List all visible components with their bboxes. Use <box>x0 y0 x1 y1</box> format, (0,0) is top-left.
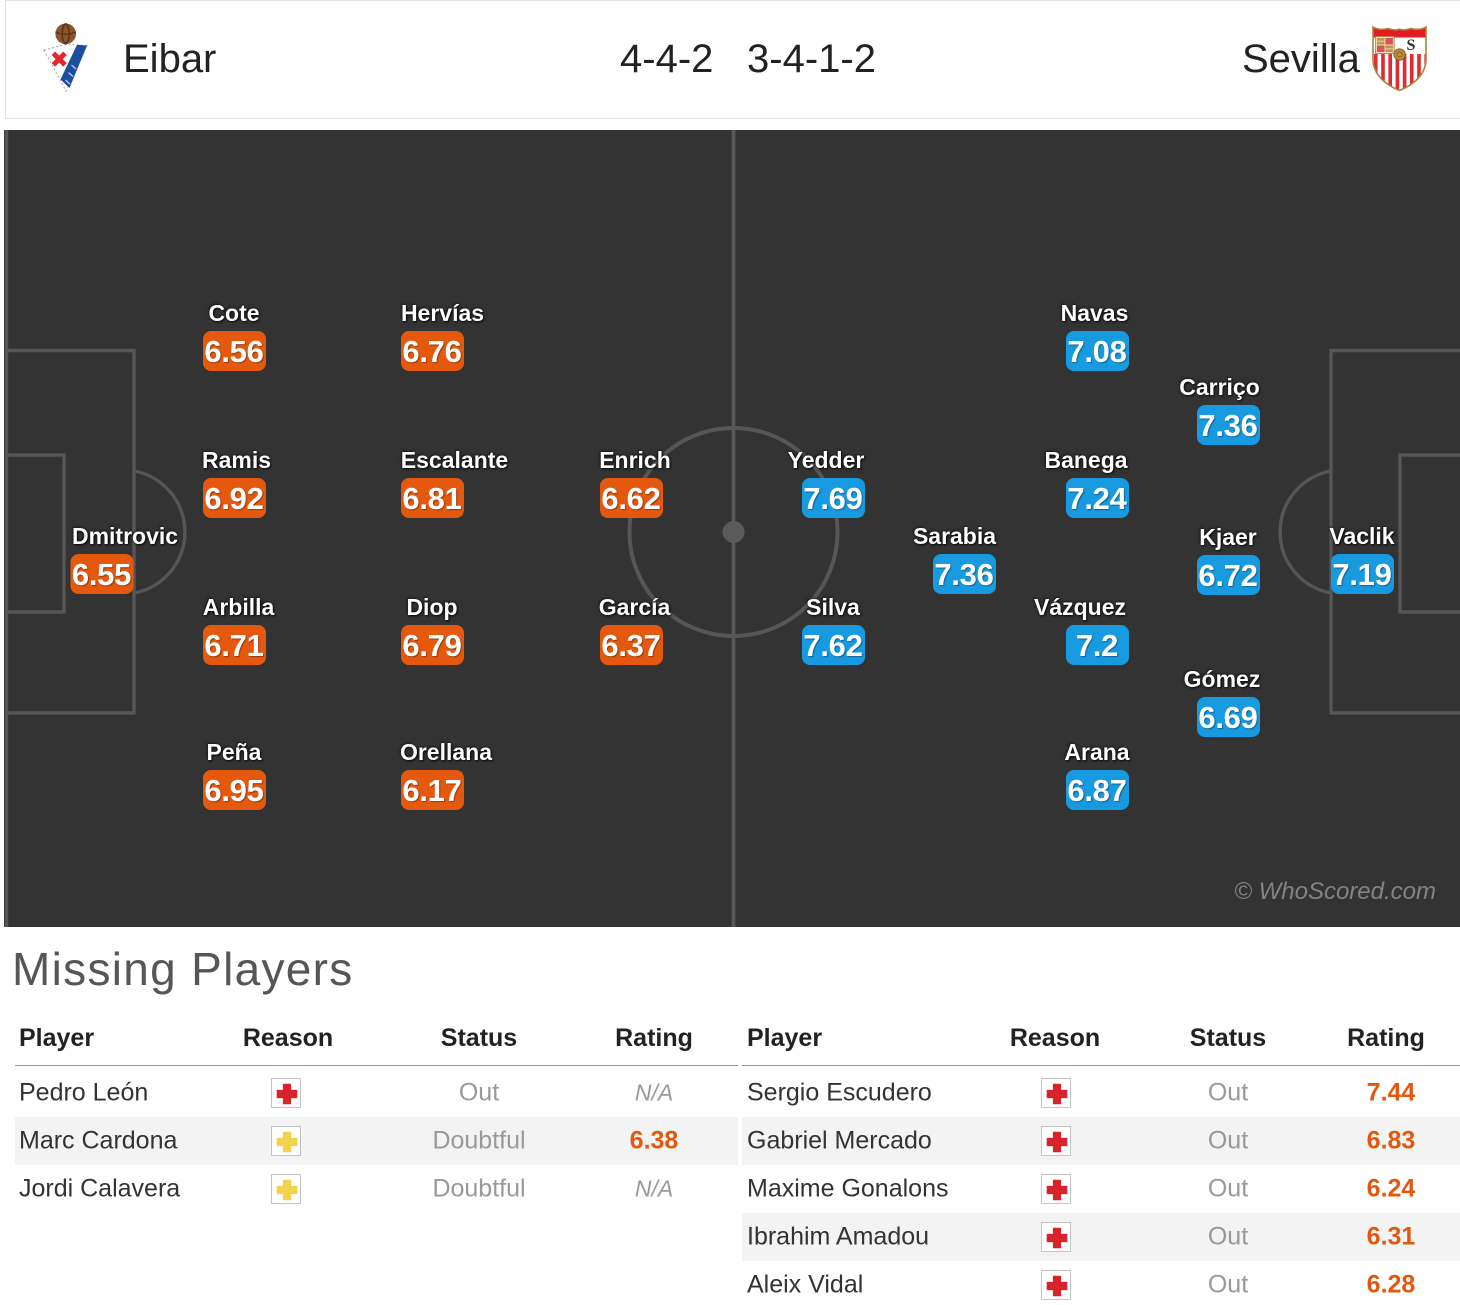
svg-text:S: S <box>1407 37 1416 54</box>
